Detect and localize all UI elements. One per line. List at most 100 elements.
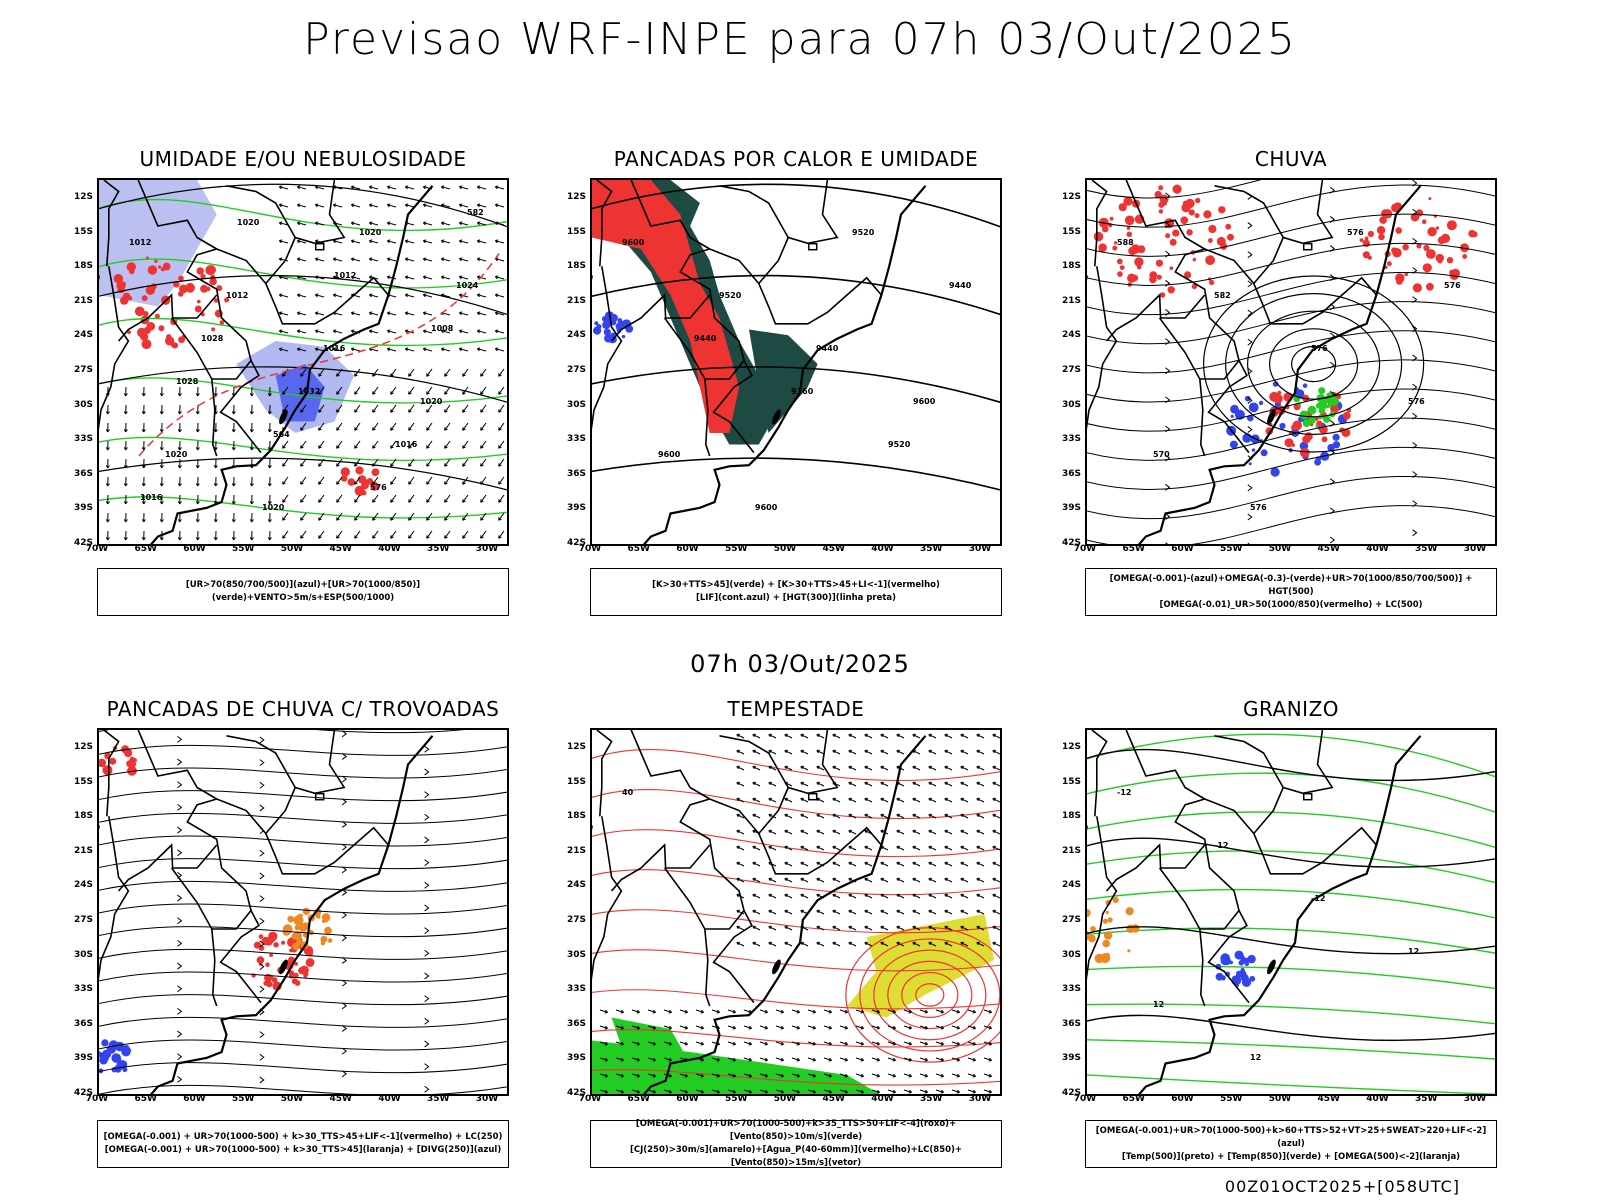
lon-tick-label: 60W [676,544,699,554]
lat-tick-label: 18S [73,811,93,822]
legend-line: [OMEGA(-0.001)-(azul)+OMEGA(-0.3)-(verde… [1109,573,1473,597]
map-canvas-umidade: 1012 1012 1016 1020 1020 1020 1020 1024 1028 1032… [99,180,507,544]
contour-label: -12 [1117,788,1131,797]
lat-tick-label: 42S [566,1088,586,1098]
lat-tick-label: 33S [1061,434,1081,445]
lat-tick-label: 30S [1061,949,1081,960]
lon-tick-label: 60W [183,1094,206,1104]
lon-tick-label: 65W [627,544,650,554]
lat-tick-label: 33S [73,434,93,445]
contour-label: 1020 [420,397,443,406]
contour-label: 9520 [719,291,742,300]
lat-tick-label: 18S [73,261,93,272]
lon-tick-label: 45W [822,1094,845,1104]
lat-tick-label: 39S [73,503,93,514]
lon-tick-label: 70W [85,1094,109,1104]
legend-line: [UR>70(850/700/500)](azul)+[UR>70(1000/8… [185,580,421,603]
contour-label: 9440 [694,334,717,343]
map-tempestade: 40 [590,728,1002,1096]
lat-tick-label: 24S [566,880,586,891]
contour-label: 9600 [622,238,645,247]
lat-tick-label: 12S [566,742,586,752]
lat-tick-label: 42S [1061,538,1081,548]
contour-label: 564 [273,430,290,439]
lon-tick-label: 65W [1122,544,1145,554]
contour-label: 12 [1250,1053,1261,1062]
lat-tick-label: 21S [566,295,586,306]
lon-tick-label: 50W [773,1094,797,1104]
lon-tick-label: 70W [578,1094,602,1104]
contour-label: -12 [1311,894,1325,903]
legend-chuva: [OMEGA(-0.001)-(azul)+OMEGA(-0.3)-(verde… [1085,568,1497,616]
lat-tick-label: 36S [1061,468,1081,479]
lon-tick-label: 40W [378,544,401,554]
lon-tick-label: 50W [1268,1094,1292,1104]
map-pancadas-calor: 9600 9520 9440 9600 9600 9600 9520 9440 9440 9360… [590,178,1002,546]
panel-title-umidade: UMIDADE E/OU NEBULOSIDADE [139,147,467,171]
contour-label: 9520 [852,228,875,237]
legend-umidade: [UR>70(850/700/500)](azul)+[UR>70(1000/8… [97,568,509,616]
lon-tick-label: 55W [1220,544,1243,554]
lat-tick-label: 27S [566,915,586,925]
contour-label: 1012 [226,291,248,300]
lat-tick-label: 39S [566,503,586,514]
lat-tick-label: 30S [566,399,586,410]
lat-tick-label: 27S [1061,915,1081,925]
lat-tick-label: 39S [566,1053,586,1064]
lon-tick-label: 35W [1415,544,1438,554]
map-chuva: 588 582 576 576 570 576 576 576 [1085,178,1497,546]
contour-label: 9600 [755,503,778,512]
lon-tick-label: 40W [378,1094,401,1104]
lat-tick-label: 24S [73,330,93,341]
lon-tick-label: 55W [232,1094,255,1104]
legend-line: [OMEGA(-0.01)_UR>50(1000/850)(vermelho) … [1159,599,1423,610]
contour-label: 1012 [129,238,151,247]
lat-tick-label: 15S [566,226,586,237]
middle-title: 07h 03/Out/2025 [690,650,910,678]
contour-label: 570 [1153,450,1170,459]
lat-tick-label: 33S [566,434,586,445]
contour-label: 1028 [201,334,224,343]
contour-label: 576 [1408,397,1425,406]
panel-title-tempestade: TEMPESTADE [727,697,865,721]
lat-tick-label: 12S [73,192,93,202]
lon-tick-label: 60W [1171,1094,1194,1104]
legend-line: [OMEGA(-0.001)+UR>70(1000-500)+k>60+TTS>… [1095,1125,1487,1149]
contour-label: 9600 [658,450,681,459]
lat-tick-label: 15S [566,776,586,787]
legend-line: [OMEGA(-0.001) + UR>70(1000-500) + k>30_… [104,1145,502,1155]
lon-tick-label: 65W [1122,1094,1145,1104]
lon-tick-label: 40W [1366,544,1389,554]
lon-tick-label: 45W [329,1094,352,1104]
lat-tick-label: 21S [73,295,93,306]
legend-pancadas-calor: [K>30+TTS>45](verde) + [K>30+TTS>45+LI<-… [590,568,1002,616]
lat-tick-label: 21S [566,845,586,856]
lat-tick-label: 27S [73,915,93,925]
lat-tick-label: 18S [566,811,586,822]
lat-tick-label: 27S [566,365,586,375]
lon-tick-label: 70W [1073,1094,1097,1104]
contour-label: 1028 [176,377,199,386]
lat-tick-label: 21S [1061,845,1081,856]
panel-title-granizo: GRANIZO [1242,697,1340,721]
lat-tick-label: 15S [73,226,93,237]
contour-label: 1012 [334,271,356,280]
contour-label: -12 [1214,841,1228,850]
lon-tick-label: 30W [968,544,992,554]
lon-tick-label: 55W [725,1094,748,1104]
lat-tick-label: 12S [566,192,586,202]
contour-label: 1020 [262,503,285,512]
lat-tick-label: 27S [1061,365,1081,375]
lat-tick-label: 36S [566,468,586,479]
lat-tick-label: 42S [1061,1088,1081,1098]
contour-label: 1032 [298,387,320,396]
lon-tick-label: 55W [232,544,255,554]
lat-tick-label: 27S [73,365,93,375]
contour-label: 1020 [359,228,382,237]
lon-tick-label: 55W [725,544,748,554]
lon-tick-label: 35W [1415,1094,1438,1104]
contour-label: 1016 [140,493,163,502]
map-canvas-tempestade: 40 [592,730,1000,1094]
contour-label: 12 [1153,1000,1164,1009]
lat-tick-label: 12S [1061,742,1081,752]
